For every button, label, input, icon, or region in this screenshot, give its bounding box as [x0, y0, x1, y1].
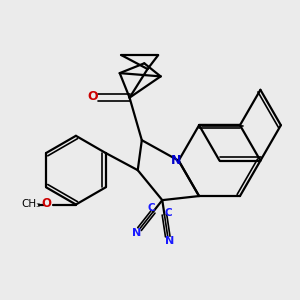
Text: C: C — [165, 208, 172, 218]
Text: N: N — [165, 236, 174, 246]
Text: O: O — [87, 90, 98, 103]
Text: C: C — [148, 203, 155, 213]
Text: N: N — [171, 154, 181, 167]
Text: O: O — [41, 197, 52, 210]
Text: CH₃: CH₃ — [21, 199, 40, 209]
Text: N: N — [133, 228, 142, 238]
